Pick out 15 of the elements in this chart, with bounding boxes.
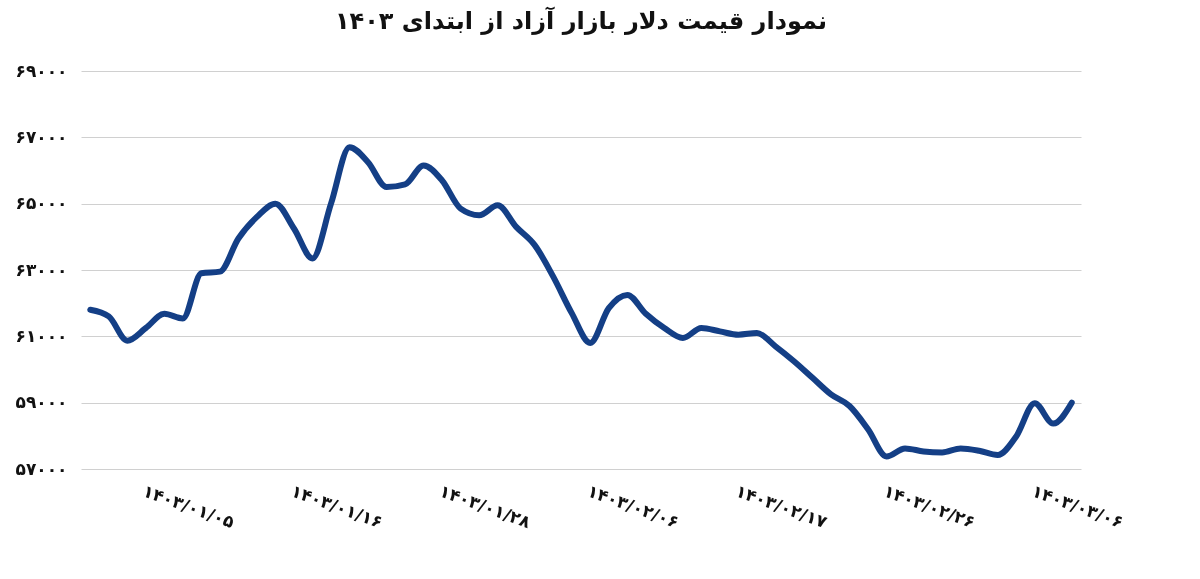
y-tick-label: ۶۷۰۰۰: [15, 126, 68, 147]
y-tick-label: ۵۹۰۰۰: [15, 392, 68, 413]
y-tick-label: ۶۵۰۰۰: [15, 193, 68, 214]
y-tick-label: ۶۳۰۰۰: [15, 259, 68, 280]
y-tick-label: ۶۹۰۰۰: [15, 60, 68, 81]
x-tick-label: ۱۴۰۳/۰۱/۲۸: [436, 480, 534, 533]
x-tick-label: ۱۴۰۳/۰۲/۰۶: [584, 480, 682, 533]
x-tick-label: ۱۴۰۳/۰۲/۱۷: [733, 480, 831, 533]
x-tick-label: ۱۴۰۳/۰۳/۰۶: [1029, 480, 1126, 533]
x-tick-label: ۱۴۰۳/۰۲/۲۶: [881, 480, 978, 533]
y-tick-label: ۵۷۰۰۰: [15, 458, 68, 479]
x-tick-label: ۱۴۰۳/۰۱/۰۵: [140, 480, 238, 533]
x-tick-label: ۱۴۰۳/۰۱/۱۶: [288, 480, 386, 533]
chart-title: نمودار قیمت دلار بازار آزاد از ابتدای ۱۴۰۳: [334, 6, 828, 35]
y-tick-label: ۶۱۰۰۰: [15, 325, 68, 346]
